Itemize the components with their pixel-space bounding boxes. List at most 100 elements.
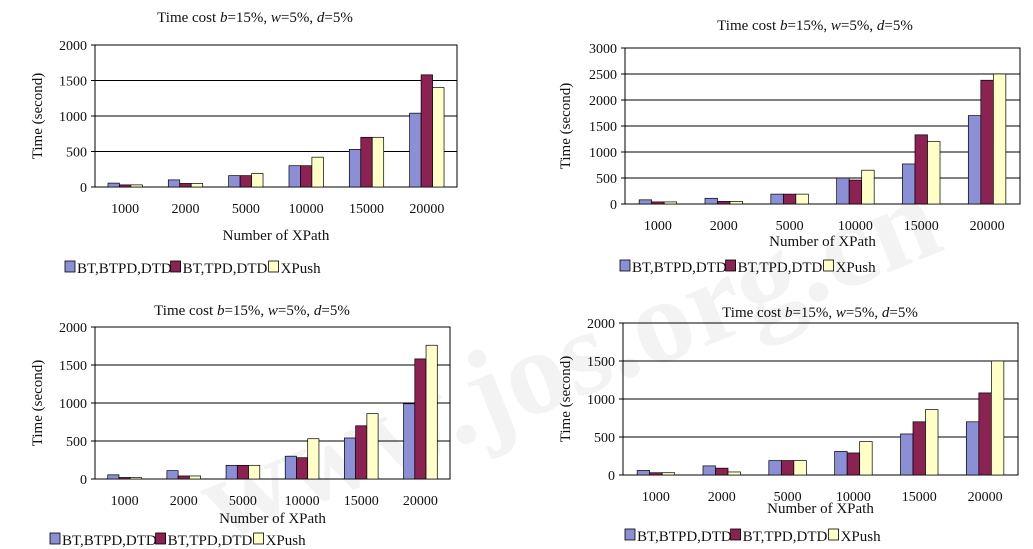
bar-2-5000 xyxy=(780,460,795,476)
x-tick-label: 20000 xyxy=(968,490,1003,505)
legend-swatch-1 xyxy=(64,260,76,273)
bar-3-15000 xyxy=(925,409,939,476)
x-tick-label: 10000 xyxy=(289,202,324,217)
x-axis-label: Number of XPath xyxy=(767,501,874,517)
y-tick-label: 500 xyxy=(66,435,87,450)
x-tick-label: 2000 xyxy=(172,202,200,217)
y-tick-label: 1500 xyxy=(59,359,87,374)
x-tick-label: 10000 xyxy=(836,490,871,505)
bar-2-10000 xyxy=(848,179,863,205)
legend-label-1: BT,BTPD,DTD xyxy=(77,261,172,277)
bar-1-2000 xyxy=(166,470,179,480)
bar-1-15000 xyxy=(900,433,914,476)
bar-2-15000 xyxy=(912,421,926,476)
y-axis-label: Time (second) xyxy=(30,73,46,160)
bar-2-5000 xyxy=(236,464,249,480)
x-tick-label: 10000 xyxy=(285,494,320,509)
y-axis-label: Time (second) xyxy=(558,83,574,170)
bar-3-5000 xyxy=(248,464,261,480)
x-tick-label: 15000 xyxy=(349,202,384,217)
x-axis-label: Number of XPath xyxy=(219,511,326,527)
y-tick-label: 1000 xyxy=(587,393,615,408)
legend-label-3: XPush xyxy=(836,260,877,276)
x-tick-label: 1000 xyxy=(111,202,139,217)
x-tick-label: 5000 xyxy=(774,490,802,505)
bar-1-2000 xyxy=(167,179,181,188)
y-tick-label: 0 xyxy=(80,181,87,196)
x-tick-label: 20000 xyxy=(409,202,444,217)
bar-2-1000 xyxy=(118,477,131,480)
x-tick-label: 20000 xyxy=(970,219,1005,234)
x-tick-label: 1000 xyxy=(111,494,139,509)
bar-3-10000 xyxy=(311,156,324,188)
bar-3-1000 xyxy=(129,477,142,480)
legend-swatch-3 xyxy=(268,260,280,273)
legend-swatch-1 xyxy=(49,532,61,545)
bar-1-15000 xyxy=(348,149,362,188)
legend-swatch-2 xyxy=(170,260,182,273)
legend-swatch-1 xyxy=(619,259,631,272)
bar-3-10000 xyxy=(307,438,320,480)
y-tick-label: 0 xyxy=(610,198,617,213)
x-tick-label: 1000 xyxy=(644,219,672,234)
bar-1-20000 xyxy=(965,421,980,476)
bar-2-10000 xyxy=(846,452,861,476)
legend-swatch-3 xyxy=(823,259,834,272)
y-tick-label: 2000 xyxy=(59,39,87,54)
y-axis-label: Time (second) xyxy=(558,356,574,443)
y-tick-label: 500 xyxy=(594,431,615,446)
bar-1-5000 xyxy=(228,175,241,188)
bar-3-5000 xyxy=(793,460,807,476)
x-tick-label: 5000 xyxy=(232,202,260,217)
bar-1-10000 xyxy=(836,177,850,205)
legend-label-2: BT,TPD,DTD xyxy=(743,529,828,545)
legend-label-1: BT,BTPD,DTD xyxy=(632,260,727,276)
bar-2-10000 xyxy=(300,165,313,188)
bar-2-20000 xyxy=(420,74,433,188)
legend-label-3: XPush xyxy=(266,533,307,549)
bar-2-5000 xyxy=(782,193,797,205)
bar-3-15000 xyxy=(927,141,941,205)
bar-1-5000 xyxy=(225,464,238,480)
bar-2-5000 xyxy=(239,175,252,188)
bar-3-20000 xyxy=(992,73,1007,205)
y-tick-label: 1000 xyxy=(59,110,87,125)
y-tick-label: 1500 xyxy=(589,120,617,135)
bar-3-15000 xyxy=(371,136,385,188)
chart-title: Time cost b=15%, w=5%, d=5% xyxy=(722,305,918,321)
bar-3-2000 xyxy=(729,201,743,205)
chart-4: 0 500 1000 1500 2000 1000 2000 5000 10000 15000 20… xyxy=(558,305,1019,545)
chart-title: Time cost b=15%, w=5%, d=5% xyxy=(154,303,350,319)
y-tick-label: 3000 xyxy=(589,42,617,57)
y-axis-label: Time (second) xyxy=(30,360,46,447)
bar-3-5000 xyxy=(795,193,809,205)
y-tick-label: 0 xyxy=(608,469,615,484)
bar-1-1000 xyxy=(107,474,120,480)
y-tick-label: 1000 xyxy=(589,146,617,161)
bar-2-20000 xyxy=(980,79,994,205)
bar-1-10000 xyxy=(834,451,848,476)
bar-2-2000 xyxy=(177,475,190,480)
bar-2-15000 xyxy=(360,136,373,188)
bar-3-10000 xyxy=(861,169,875,205)
bar-3-1000 xyxy=(663,201,678,205)
x-tick-label: 15000 xyxy=(902,490,937,505)
bar-1-20000 xyxy=(409,112,422,188)
bar-2-1000 xyxy=(649,472,663,476)
bar-1-10000 xyxy=(288,165,301,188)
chart-title: Time cost b=15%, w=5%, d=5% xyxy=(717,18,913,34)
x-tick-label: 1000 xyxy=(642,490,670,505)
bar-1-20000 xyxy=(403,403,416,480)
legend-swatch-2 xyxy=(155,532,167,545)
legend-swatch-1 xyxy=(624,528,636,541)
legend-swatch-2 xyxy=(725,259,736,272)
bar-3-2000 xyxy=(189,475,201,480)
bar-2-2000 xyxy=(717,201,731,205)
chart-2: 0 500 1000 1500 2000 2500 3000 1000 2000 5000 1000… xyxy=(558,18,1021,276)
bar-1-1000 xyxy=(107,182,120,188)
y-tick-label: 1500 xyxy=(587,355,615,370)
y-tick-label: 0 xyxy=(80,473,87,488)
bar-2-10000 xyxy=(296,457,309,480)
y-tick-label: 2000 xyxy=(589,94,617,109)
